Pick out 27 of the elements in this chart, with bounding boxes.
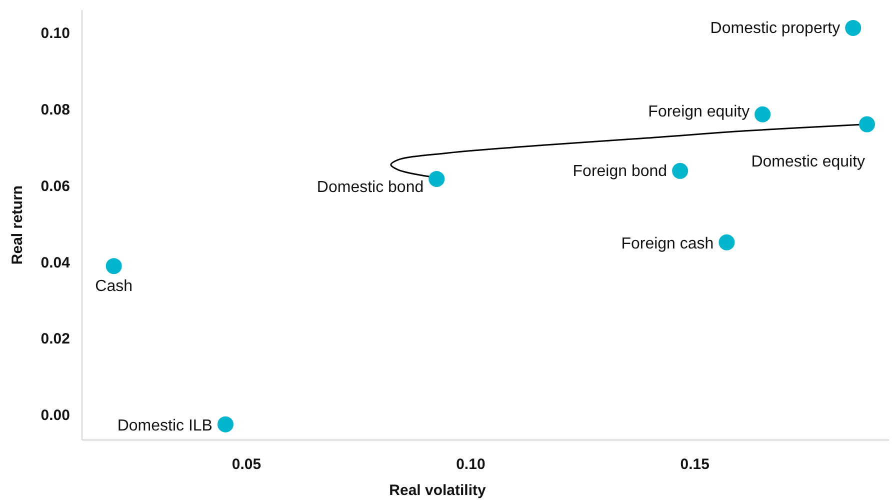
y-tick-label: 0.10 bbox=[40, 24, 70, 42]
annotation: Foreign equity bbox=[648, 103, 750, 120]
point bbox=[845, 20, 862, 36]
point bbox=[217, 416, 234, 432]
x-axis-title: Real volatility bbox=[389, 482, 487, 499]
annotation: Domestic ILB bbox=[117, 417, 212, 434]
x-tick-label: 0.10 bbox=[456, 456, 486, 473]
x-tick-label: 0.05 bbox=[232, 456, 262, 473]
point bbox=[859, 116, 876, 132]
point bbox=[718, 234, 735, 250]
annotation: Domestic bond bbox=[316, 178, 424, 196]
y-tick-label: 0.04 bbox=[40, 254, 71, 272]
x-tick-label: 0.15 bbox=[680, 456, 710, 473]
annotation: Foreign bond bbox=[572, 162, 668, 180]
y-tick-label: 0.06 bbox=[40, 178, 70, 195]
y-tick-label: 0.00 bbox=[40, 407, 70, 424]
annotation: Foreign cash bbox=[621, 235, 714, 252]
annotation: Cash bbox=[95, 278, 133, 296]
annotation: Domestic property bbox=[710, 20, 840, 37]
point bbox=[672, 162, 688, 179]
y-tick-label: 0.02 bbox=[40, 330, 70, 348]
annotation: Domestic equity bbox=[751, 153, 866, 170]
point bbox=[428, 170, 445, 187]
y-axis-title: Real return bbox=[9, 185, 26, 265]
y-tick-label: 0.08 bbox=[40, 101, 70, 118]
point bbox=[106, 258, 122, 274]
point bbox=[754, 106, 771, 122]
